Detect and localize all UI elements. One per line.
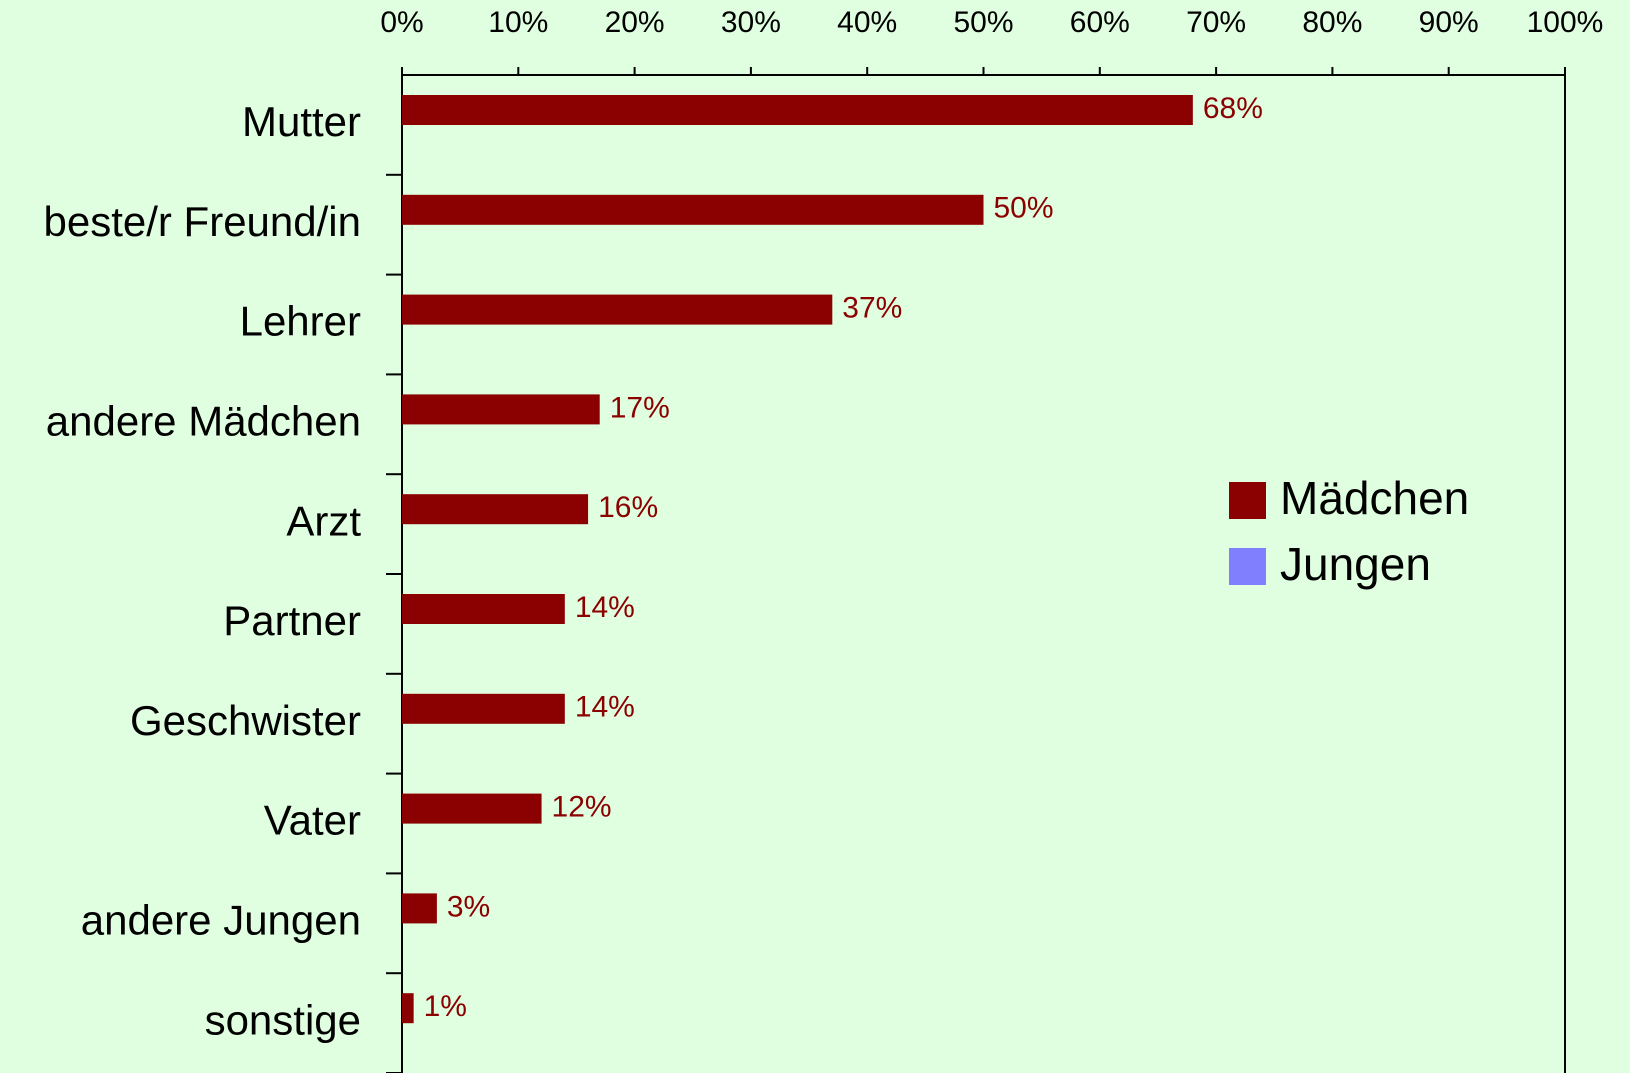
x-tick-label: 100% [1527,6,1604,39]
y-tick-label: Lehrer [240,298,361,345]
value-label: 17% [610,391,670,424]
value-label: 1% [424,990,467,1023]
x-tick-label: 90% [1419,6,1479,39]
y-tick-label: sonstige [205,996,361,1043]
bar [402,294,833,325]
bar [402,693,565,724]
value-label: 14% [575,591,635,624]
y-tick-label: andere Jungen [81,896,361,943]
y-tick-label: Vater [264,797,361,844]
x-tick-label: 50% [953,6,1013,39]
y-tick-label: beste/r Freund/in [43,198,361,245]
y-tick-label: Geschwister [130,697,361,744]
x-tick-label: 0% [380,6,423,39]
x-tick-label: 60% [1070,6,1130,39]
x-tick-label: 80% [1302,6,1362,39]
legend-swatch [1229,548,1266,585]
bar [402,194,984,225]
bar [402,394,600,425]
x-tick-label: 20% [605,6,665,39]
value-label: 68% [1203,92,1263,125]
value-label: 37% [842,292,902,325]
value-label: 12% [552,791,612,824]
x-tick-label: 40% [837,6,897,39]
x-tick-label: 70% [1186,6,1246,39]
legend-swatch [1229,482,1266,519]
y-tick-label: Mutter [242,98,361,145]
value-label: 3% [447,890,490,923]
value-label: 16% [598,491,658,524]
x-tick-label: 30% [721,6,781,39]
legend-label: Jungen [1280,538,1431,590]
legend-label: Mädchen [1280,472,1469,524]
bar [402,594,565,624]
bar [402,793,542,824]
bar [402,95,1193,125]
y-tick-label: Partner [223,597,361,644]
bar [402,494,589,525]
y-tick-label: andere Mädchen [46,397,361,444]
bar [402,993,414,1024]
x-tick-label: 10% [488,6,548,39]
y-tick-label: Arzt [286,497,361,544]
bar [402,893,437,924]
value-label: 50% [994,192,1054,225]
value-label: 14% [575,691,635,724]
